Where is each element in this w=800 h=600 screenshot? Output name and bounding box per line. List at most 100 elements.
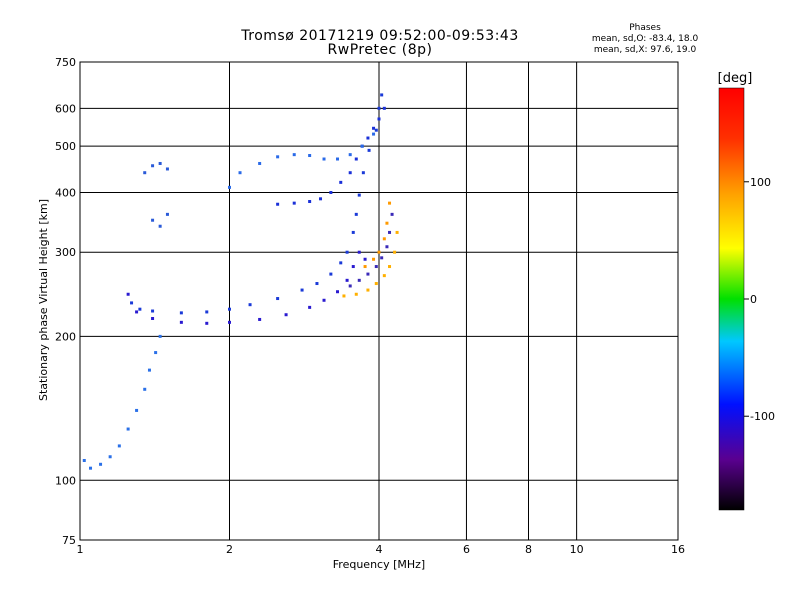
data-point <box>388 201 392 205</box>
colorbar-tick-label: 100 <box>750 176 771 189</box>
data-point <box>374 282 378 286</box>
phases-box: Phases mean, sd,O: -83.4, 18.0 mean, sd,… <box>590 23 700 56</box>
data-point <box>258 317 262 321</box>
data-point <box>151 316 155 320</box>
data-point <box>382 274 386 278</box>
y-tick-label: 600 <box>55 102 76 115</box>
data-point <box>315 282 319 286</box>
data-point <box>374 128 378 132</box>
trace-o <box>126 250 367 325</box>
data-point <box>361 171 365 175</box>
data-point <box>385 221 389 225</box>
data-point <box>388 265 392 269</box>
x-tick-label: 8 <box>525 543 532 556</box>
y-tick-label: 300 <box>55 246 76 259</box>
x-tick-label: 1 <box>77 543 84 556</box>
data-point <box>158 224 162 228</box>
data-point <box>126 427 130 431</box>
trace-o <box>348 212 394 288</box>
data-point <box>348 153 352 157</box>
data-point <box>126 292 130 296</box>
data-point <box>354 157 358 161</box>
data-point <box>342 294 346 298</box>
data-point <box>360 144 364 148</box>
y-axis-label: Stationary phase Virtual Height [km] <box>37 199 50 401</box>
axis-ticks: 1 2 4 6 8 10 16 75 100 200 300 400 500 600 750 <box>55 56 685 556</box>
data-point <box>354 212 358 216</box>
data-point <box>354 292 358 296</box>
data-point <box>345 278 349 282</box>
data-point <box>382 106 386 110</box>
data-point <box>228 320 231 324</box>
data-point <box>322 157 326 161</box>
data-point <box>276 202 280 206</box>
data-point <box>292 201 296 205</box>
data-point <box>380 256 384 260</box>
data-point <box>366 272 370 276</box>
data-point <box>130 301 134 305</box>
data-point <box>205 321 209 325</box>
data-point <box>351 230 355 234</box>
data-point <box>308 154 312 158</box>
data-point <box>276 155 280 159</box>
data-points <box>82 93 399 470</box>
colorbar-tick-label: -100 <box>750 410 775 423</box>
data-point <box>393 250 397 254</box>
data-point <box>82 458 86 462</box>
x-tick-label: 10 <box>570 543 584 556</box>
trace-o <box>276 106 386 206</box>
data-point <box>329 272 333 276</box>
data-point <box>248 303 252 307</box>
data-point <box>329 190 333 194</box>
trace-x <box>363 201 392 269</box>
data-point <box>284 313 288 317</box>
x-tick-label: 6 <box>463 543 470 556</box>
colorbar <box>718 87 745 511</box>
y-tick-label: 750 <box>55 56 76 69</box>
data-point <box>151 218 155 222</box>
data-point <box>143 387 147 391</box>
data-point <box>158 161 162 165</box>
data-point <box>228 185 231 189</box>
y-tick-label: 75 <box>62 534 76 547</box>
phases-title: Phases <box>629 23 661 33</box>
y-tick-label: 500 <box>55 140 76 153</box>
data-point <box>143 171 147 175</box>
data-point <box>336 290 340 294</box>
data-point <box>395 230 399 234</box>
data-point <box>377 106 381 110</box>
data-point <box>385 245 389 249</box>
data-point <box>258 161 262 165</box>
data-point <box>319 197 323 201</box>
data-point <box>372 257 376 261</box>
data-point <box>308 305 312 309</box>
data-point <box>367 148 371 152</box>
data-point <box>345 250 349 254</box>
data-point <box>165 212 169 216</box>
data-point <box>138 307 142 311</box>
data-point <box>151 309 155 313</box>
phases-x-stats: mean, sd,X: 97.6, 19.0 <box>593 45 697 55</box>
data-point <box>351 265 355 269</box>
data-point <box>366 136 370 140</box>
data-point <box>382 237 386 241</box>
data-point <box>300 288 304 292</box>
trace-o <box>143 161 169 228</box>
grid-lines <box>80 62 678 540</box>
data-point <box>380 93 384 97</box>
data-point <box>388 230 392 234</box>
colorbar-tick-label: 0 <box>750 293 757 306</box>
data-point <box>377 117 381 121</box>
data-point <box>357 278 361 282</box>
data-point <box>151 164 155 168</box>
data-point <box>165 167 169 171</box>
trace-o <box>130 93 384 315</box>
data-point <box>135 408 139 412</box>
data-point <box>147 368 151 372</box>
colorbar-unit-label: [deg] <box>718 71 753 86</box>
data-point <box>99 462 103 466</box>
data-point <box>292 153 296 157</box>
chart-title: Tromsø 20171219 09:52:00-09:53:43 <box>241 28 519 44</box>
data-point <box>366 288 370 292</box>
